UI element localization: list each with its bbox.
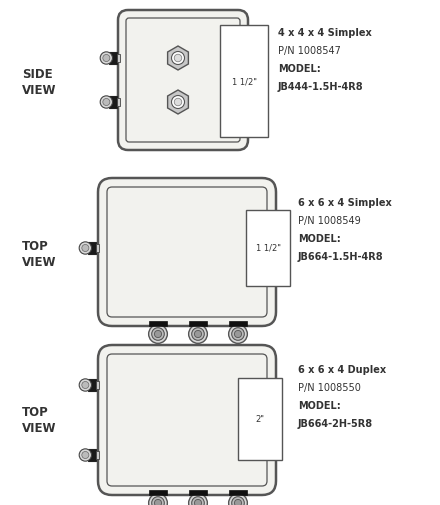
Bar (110, 53, 117, 64)
Circle shape (232, 497, 244, 505)
Circle shape (103, 98, 110, 106)
Circle shape (172, 95, 184, 109)
Circle shape (100, 52, 113, 64)
Bar (220, 25, 268, 137)
Circle shape (79, 449, 92, 461)
Circle shape (79, 379, 92, 391)
Circle shape (154, 330, 161, 338)
Circle shape (192, 328, 204, 340)
Bar (149, 490, 167, 495)
FancyBboxPatch shape (98, 178, 276, 326)
Text: TOP
VIEW: TOP VIEW (22, 240, 56, 270)
Circle shape (82, 381, 89, 388)
Text: 6 x 6 x 4 Duplex: 6 x 6 x 4 Duplex (298, 365, 386, 375)
Circle shape (235, 499, 242, 505)
Circle shape (174, 54, 182, 62)
Bar (88, 449, 95, 461)
Circle shape (82, 451, 89, 459)
Text: P/N 1008549: P/N 1008549 (298, 216, 361, 226)
Circle shape (154, 499, 161, 505)
Circle shape (229, 325, 247, 343)
Bar (88, 379, 95, 391)
Bar (95, 243, 99, 252)
Text: 2": 2" (256, 416, 264, 425)
Text: 6 x 6 x 4 Simplex: 6 x 6 x 4 Simplex (298, 198, 392, 208)
Text: P/N 1008550: P/N 1008550 (298, 383, 361, 393)
Text: JB664-2H-5R8: JB664-2H-5R8 (298, 419, 373, 429)
Circle shape (79, 242, 92, 254)
Bar (95, 381, 99, 389)
FancyBboxPatch shape (118, 10, 248, 150)
Polygon shape (168, 90, 188, 114)
Bar (246, 210, 290, 286)
Bar (117, 97, 120, 107)
Circle shape (82, 244, 89, 251)
Bar (238, 378, 282, 460)
Circle shape (152, 328, 164, 340)
Bar (189, 490, 207, 495)
Bar (117, 54, 120, 62)
Bar (149, 321, 167, 326)
Bar (88, 242, 95, 254)
Text: MODEL:: MODEL: (278, 64, 321, 74)
Circle shape (194, 499, 202, 505)
Text: SIDE
VIEW: SIDE VIEW (22, 68, 56, 96)
Text: JB664-1.5H-4R8: JB664-1.5H-4R8 (298, 252, 384, 262)
Bar (95, 450, 99, 460)
Circle shape (189, 325, 207, 343)
Bar (189, 321, 207, 326)
Circle shape (174, 98, 182, 106)
Circle shape (192, 497, 204, 505)
Circle shape (149, 325, 167, 343)
Text: 1 1/2": 1 1/2" (231, 77, 257, 86)
Circle shape (229, 494, 247, 505)
Circle shape (152, 497, 164, 505)
Text: MODEL:: MODEL: (298, 234, 341, 244)
Circle shape (172, 52, 184, 65)
Text: MODEL:: MODEL: (298, 401, 341, 411)
Text: JB444-1.5H-4R8: JB444-1.5H-4R8 (278, 82, 363, 92)
Circle shape (100, 96, 113, 108)
FancyBboxPatch shape (98, 345, 276, 495)
Circle shape (189, 494, 207, 505)
Circle shape (232, 328, 244, 340)
Text: 4 x 4 x 4 Simplex: 4 x 4 x 4 Simplex (278, 28, 372, 38)
Circle shape (235, 330, 242, 338)
Circle shape (194, 330, 202, 338)
Bar (229, 321, 247, 326)
Bar (110, 96, 117, 108)
Bar (229, 490, 247, 495)
Circle shape (103, 55, 110, 62)
Text: P/N 1008547: P/N 1008547 (278, 46, 341, 56)
Text: 1 1/2": 1 1/2" (256, 243, 281, 252)
Circle shape (149, 494, 167, 505)
Text: TOP
VIEW: TOP VIEW (22, 406, 56, 434)
Polygon shape (168, 46, 188, 70)
